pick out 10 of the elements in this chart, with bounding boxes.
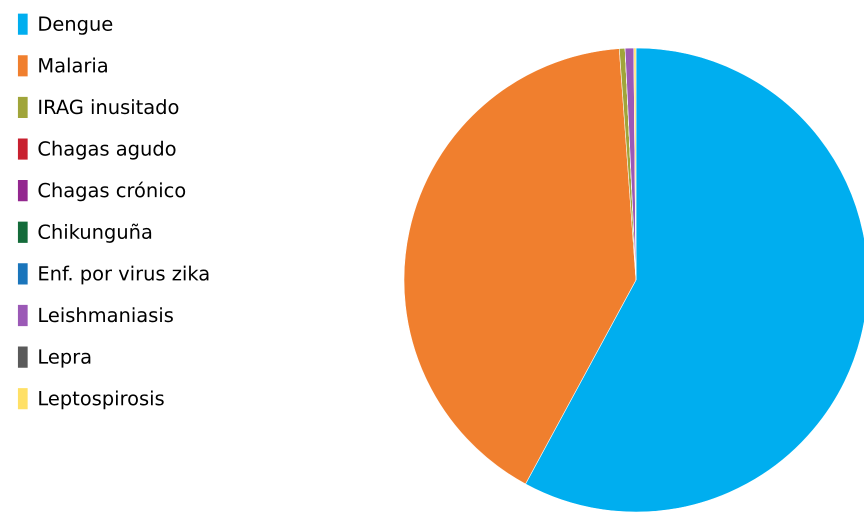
legend-label: Chikunguña [38, 224, 152, 243]
legend-label: Chagas crónico [38, 182, 186, 202]
legend-label: Enf. por virus zika [39, 266, 208, 284]
legend-label: IRAG inusitado [39, 99, 178, 114]
legend-label: Leptospirosis [39, 390, 164, 410]
legend-label: Dengue [39, 16, 112, 35]
legend-label: Leishmaniasis [39, 307, 173, 322]
legend-label: Malaria [39, 58, 107, 73]
legend-label: Chagas agudo [38, 140, 176, 160]
legend-label: Lepra [39, 349, 90, 368]
